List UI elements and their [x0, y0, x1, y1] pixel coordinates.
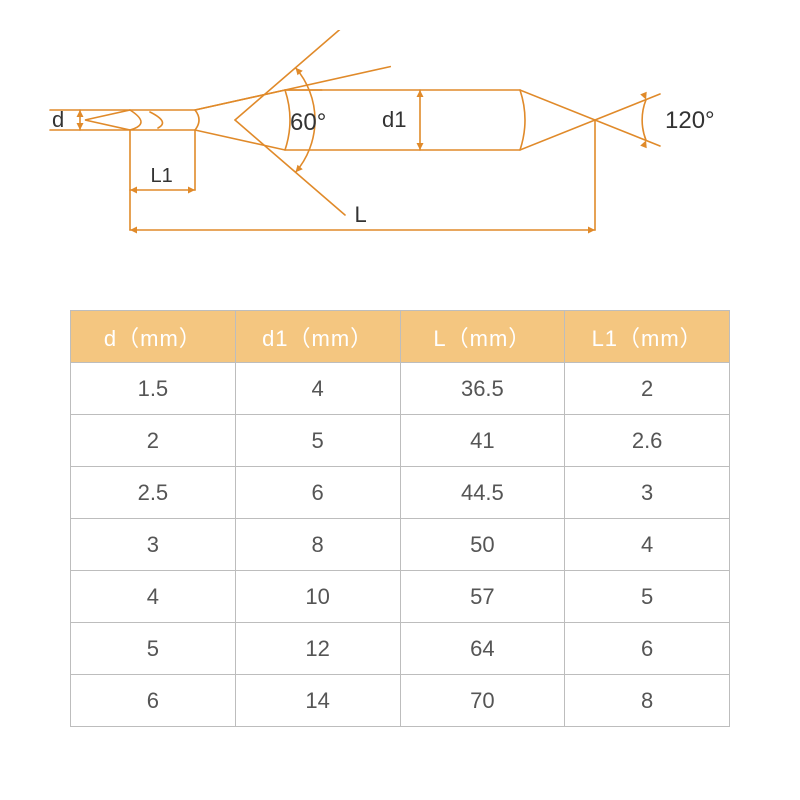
table-cell: 12 [235, 623, 400, 675]
table-cell: 6 [565, 623, 730, 675]
table-cell: 1.5 [71, 363, 236, 415]
table-row: 614708 [71, 675, 730, 727]
table-row: 25412.6 [71, 415, 730, 467]
table-cell: 8 [235, 519, 400, 571]
table-header-cell: d（mm） [71, 311, 236, 363]
table-cell: 41 [400, 415, 565, 467]
label-L1: L1 [151, 165, 173, 187]
table-cell: 3 [71, 519, 236, 571]
table-cell: 2.6 [565, 415, 730, 467]
dimensions-table-container: d（mm）d1（mm）L（mm）L1（mm） 1.5436.5225412.62… [70, 310, 730, 727]
table-cell: 3 [565, 467, 730, 519]
table-cell: 2 [71, 415, 236, 467]
table-cell: 5 [565, 571, 730, 623]
table-cell: 2.5 [71, 467, 236, 519]
table-cell: 36.5 [400, 363, 565, 415]
table-row: 410575 [71, 571, 730, 623]
table-cell: 14 [235, 675, 400, 727]
table-cell: 57 [400, 571, 565, 623]
table-cell: 10 [235, 571, 400, 623]
table-row: 2.5644.53 [71, 467, 730, 519]
table-cell: 70 [400, 675, 565, 727]
label-d1: d1 [382, 107, 406, 132]
label-angle-120: 120° [665, 107, 715, 134]
label-angle-60: 60° [290, 109, 326, 136]
label-L: L [355, 202, 367, 227]
table-cell: 6 [71, 675, 236, 727]
table-cell: 5 [235, 415, 400, 467]
table-header-cell: L1（mm） [565, 311, 730, 363]
table-cell: 4 [565, 519, 730, 571]
table-row: 38504 [71, 519, 730, 571]
dimensions-table: d（mm）d1（mm）L（mm）L1（mm） 1.5436.5225412.62… [70, 310, 730, 727]
table-cell: 6 [235, 467, 400, 519]
table-cell: 44.5 [400, 467, 565, 519]
table-row: 512646 [71, 623, 730, 675]
label-d: d [52, 107, 64, 132]
table-cell: 64 [400, 623, 565, 675]
table-header-cell: L（mm） [400, 311, 565, 363]
table-cell: 5 [71, 623, 236, 675]
table-cell: 4 [235, 363, 400, 415]
table-cell: 8 [565, 675, 730, 727]
center-drill-diagram: d d1 L1 L 60° 120° [40, 30, 760, 270]
table-cell: 4 [71, 571, 236, 623]
table-cell: 50 [400, 519, 565, 571]
table-row: 1.5436.52 [71, 363, 730, 415]
table-header-cell: d1（mm） [235, 311, 400, 363]
table-cell: 2 [565, 363, 730, 415]
